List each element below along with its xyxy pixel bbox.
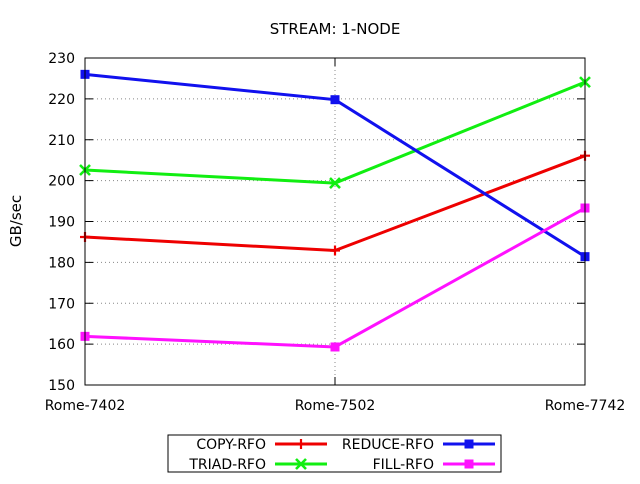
x-tick-label: Rome-7402: [45, 398, 126, 414]
x-tick-label: Rome-7742: [545, 398, 626, 414]
data-point-triad-rfo: [329, 177, 341, 189]
y-tick-label: 220: [48, 92, 75, 108]
y-tick-label: 170: [48, 296, 75, 312]
x-tick-label: Rome-7502: [295, 398, 376, 414]
legend: COPY-RFO TRIAD-RFO REDUCE-RFO FILL-RFO: [167, 434, 502, 473]
y-tick-label: 150: [48, 378, 75, 394]
legend-marker-copy-rfo: [296, 439, 306, 449]
y-tick-label: 190: [48, 215, 75, 231]
data-point-copy-rfo: [330, 245, 340, 256]
legend-label-fill-rfo: FILL-RFO: [373, 457, 434, 473]
y-tick-label: 160: [48, 337, 75, 353]
series-line-copy-rfo: [84, 154, 586, 253]
data-point-fill-rfo: [330, 342, 340, 352]
y-tick-label: 210: [48, 133, 75, 149]
y-axis-label: GB/sec: [7, 195, 25, 247]
series-triad-rfo: [79, 76, 591, 189]
y-tick-label: 230: [48, 51, 75, 67]
legend-marker-reduce-rfo: [464, 439, 474, 449]
series-lines: [79, 69, 591, 352]
axis-ticks: 150 160 170 180 190 200 210 220 230 Rome-7402 Rome…: [45, 51, 626, 414]
legend-label-triad-rfo: TRIAD-RFO: [188, 457, 266, 473]
legend-marker-triad-rfo: [295, 458, 307, 470]
chart-title: STREAM: 1-NODE: [270, 20, 401, 38]
data-point-reduce-rfo: [330, 95, 340, 105]
y-tick-label: 180: [48, 255, 75, 271]
legend-label-reduce-rfo: REDUCE-RFO: [342, 437, 434, 453]
legend-box: [167, 434, 502, 473]
y-tick-label: 200: [48, 174, 75, 190]
legend-marker-fill-rfo: [464, 459, 474, 469]
legend-label-copy-rfo: COPY-RFO: [196, 437, 266, 453]
grid: [85, 58, 585, 385]
